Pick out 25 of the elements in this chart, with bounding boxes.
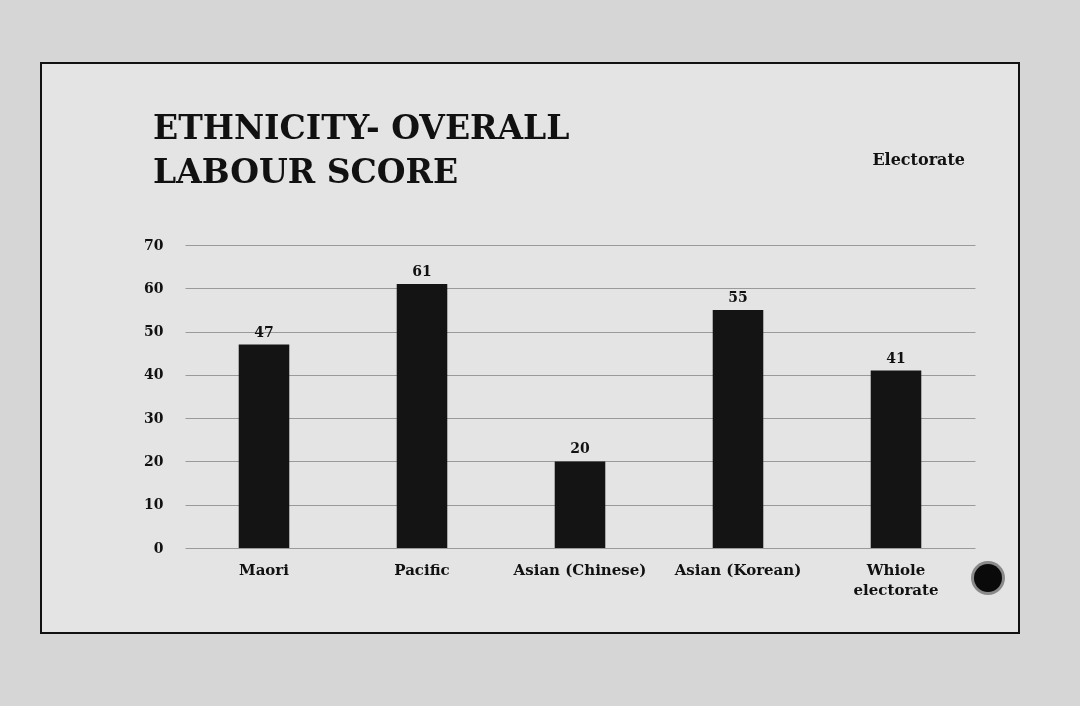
bar xyxy=(712,309,764,548)
data-label: 61 xyxy=(412,262,432,279)
x-tick-label: Asian (Korean) xyxy=(673,560,802,579)
data-label: 41 xyxy=(886,349,906,366)
y-tick-label: 40 xyxy=(144,366,164,383)
x-tick-label: Pacific xyxy=(394,560,450,579)
text: Electorate xyxy=(872,150,965,169)
y-tick-label: 60 xyxy=(144,279,164,296)
bar xyxy=(396,283,448,548)
data-label: 20 xyxy=(570,440,590,457)
chart-title: ETHNICITY- OVERALL LABOUR SCORE xyxy=(153,107,571,193)
x-tick-label: Asian (Chinese) xyxy=(512,560,647,579)
y-tick-label: 0 xyxy=(153,539,164,556)
y-tick-label: 50 xyxy=(144,323,164,340)
y-tick-label: 30 xyxy=(144,409,164,426)
bar xyxy=(238,344,290,548)
x-tick-label: Maori xyxy=(239,560,290,579)
x-tick-label: Whiole electorate xyxy=(853,560,939,599)
data-label: 55 xyxy=(728,288,748,305)
y-tick-label: 20 xyxy=(144,452,164,469)
y-tick-label: 70 xyxy=(144,236,164,253)
data-label: 47 xyxy=(254,323,274,340)
bar xyxy=(870,370,922,548)
bar xyxy=(554,461,606,548)
y-tick-label: 10 xyxy=(144,496,164,513)
